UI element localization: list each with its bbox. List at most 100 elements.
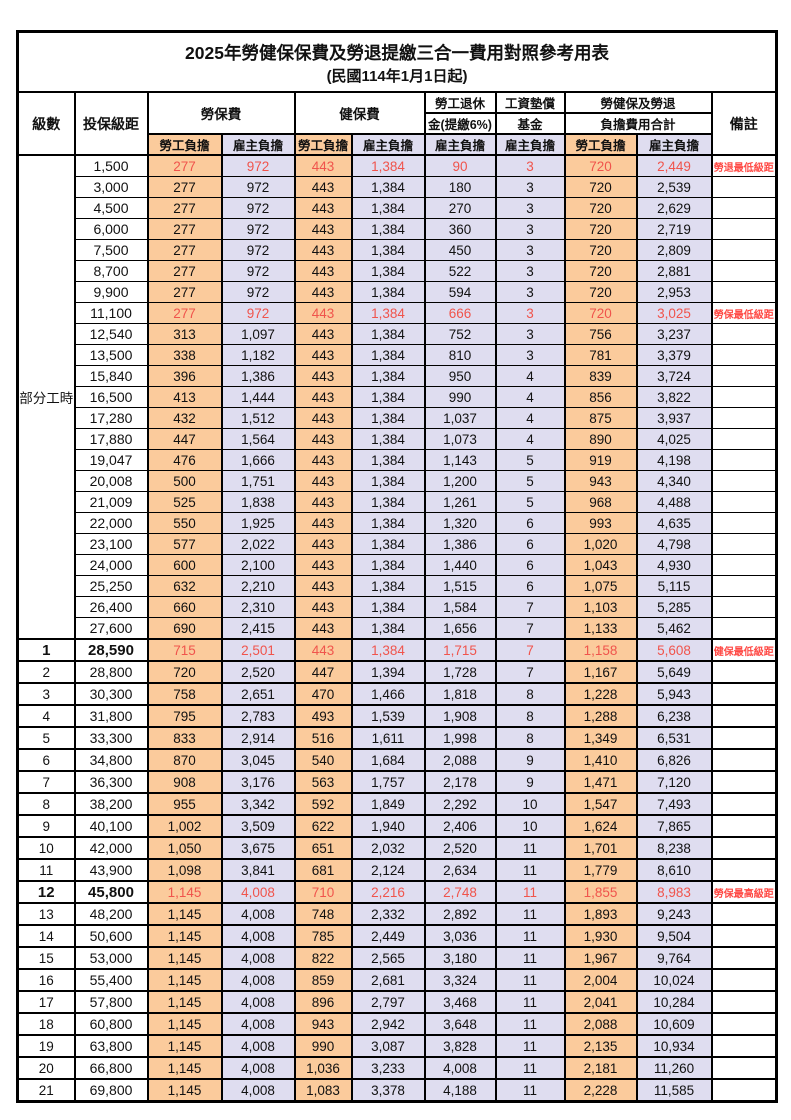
remark-cell: [710, 218, 778, 240]
value-cell: 1,384: [350, 638, 426, 662]
value-cell: 2,892: [423, 902, 497, 926]
value-cell: 9: [494, 748, 566, 772]
remark-cell: [710, 968, 778, 992]
value-cell: 11: [494, 880, 566, 904]
value-cell: 470: [293, 682, 353, 706]
value-cell: 1,967: [563, 946, 638, 970]
value-cell: 443: [293, 197, 353, 219]
value-cell: 2,953: [635, 281, 713, 303]
value-cell: 7: [494, 660, 566, 684]
value-cell: 4,008: [220, 1056, 296, 1080]
remark-cell: [710, 239, 778, 261]
subheader-labor-employee: 勞工負擔: [146, 133, 223, 156]
value-cell: 972: [220, 239, 296, 261]
header-row-2: 金(提繳6%) 基金 負擔費用合計: [18, 112, 777, 135]
value-cell: 1,384: [350, 344, 426, 366]
table-row: 9 40,100 1,002 3,509 622 1,940 2,406 10 1,624 7,8…: [16, 814, 778, 838]
page-subtitle: (民國114年1月1日起): [326, 68, 468, 86]
bracket-cell: 12,540: [73, 323, 149, 345]
value-cell: 4,008: [220, 902, 296, 926]
value-cell: 666: [423, 302, 497, 324]
value-cell: 2,310: [220, 596, 296, 618]
value-cell: 955: [146, 792, 223, 816]
value-cell: 1,384: [350, 197, 426, 219]
level-cell: 10: [16, 836, 76, 860]
value-cell: 1,098: [146, 858, 223, 882]
value-cell: 1,512: [220, 407, 296, 429]
subheader-total-employer: 雇主負擔: [635, 133, 713, 156]
value-cell: 443: [293, 491, 353, 513]
value-cell: 3,378: [350, 1078, 426, 1103]
value-cell: 681: [293, 858, 353, 882]
page-title: 2025年勞健保保費及勞退提繳三合一費用對照參考用表: [185, 43, 609, 64]
bracket-cell: 33,300: [73, 726, 149, 750]
value-cell: 1,386: [220, 365, 296, 387]
value-cell: 2,942: [350, 1012, 426, 1036]
value-cell: 1,384: [350, 554, 426, 576]
value-cell: 550: [146, 512, 223, 534]
value-cell: 443: [293, 449, 353, 471]
value-cell: 4,008: [220, 1078, 296, 1103]
remark-cell: [710, 407, 778, 429]
table-row: 12 45,800 1,145 4,008 710 2,216 2,748 11 1,855 8,…: [16, 880, 778, 904]
value-cell: 2,501: [220, 638, 296, 662]
value-cell: 4,008: [220, 924, 296, 948]
value-cell: 10,024: [635, 968, 713, 992]
value-cell: 1,386: [423, 533, 497, 555]
value-cell: 651: [293, 836, 353, 860]
value-cell: 9,764: [635, 946, 713, 970]
value-cell: 2,809: [635, 239, 713, 261]
value-cell: 748: [293, 902, 353, 926]
table-title-cell: 2025年勞健保保費及勞退提繳三合一費用對照參考用表 (民國114年1月1日起): [16, 30, 778, 93]
value-cell: 277: [146, 197, 223, 219]
remark-cell: [710, 726, 778, 750]
value-cell: 2,041: [563, 990, 638, 1014]
value-cell: 3,045: [220, 748, 296, 772]
value-cell: 1,384: [350, 218, 426, 240]
level-cell: 13: [16, 902, 76, 926]
remark-cell: [710, 1012, 778, 1036]
value-cell: 11: [494, 1012, 566, 1036]
value-cell: 795: [146, 704, 223, 728]
value-cell: 2,651: [220, 682, 296, 706]
value-cell: 3: [494, 323, 566, 345]
col-header-total-line2: 負擔費用合計: [563, 112, 713, 135]
value-cell: 1,908: [423, 704, 497, 728]
value-cell: 950: [423, 365, 497, 387]
value-cell: 4,025: [635, 428, 713, 450]
bracket-cell: 30,300: [73, 682, 149, 706]
value-cell: 1,083: [293, 1078, 353, 1103]
value-cell: 11: [494, 858, 566, 882]
value-cell: 3,675: [220, 836, 296, 860]
value-cell: 1,384: [350, 386, 426, 408]
value-cell: 752: [423, 323, 497, 345]
table-row: 12,540 313 1,097 443 1,384 752 3 756 3,237: [18, 323, 778, 345]
value-cell: 500: [146, 470, 223, 492]
table-row: 21 69,800 1,145 4,008 1,083 3,378 4,188 11 2,228…: [16, 1078, 778, 1103]
value-cell: 4,008: [220, 1034, 296, 1058]
table-row: 17 57,800 1,145 4,008 896 2,797 3,468 11 2,041 10…: [16, 990, 778, 1014]
col-header-remark: 備註: [710, 91, 778, 156]
bracket-cell: 17,280: [73, 407, 149, 429]
value-cell: 7,865: [635, 814, 713, 838]
value-cell: 622: [293, 814, 353, 838]
premium-reference-table: 2025年勞健保保費及勞退提繳三合一費用對照參考用表 (民國114年1月1日起)…: [16, 30, 778, 1103]
bracket-cell: 27,600: [73, 617, 149, 640]
col-header-pension-line1: 勞工退休: [423, 91, 497, 114]
value-cell: 6,826: [635, 748, 713, 772]
value-cell: 2,634: [423, 858, 497, 882]
value-cell: 870: [146, 748, 223, 772]
remark-cell: [710, 575, 778, 597]
table-row: 26,400 660 2,310 443 1,384 1,584 7 1,103 5,285: [18, 596, 778, 618]
value-cell: 9: [494, 770, 566, 794]
bracket-cell: 26,400: [73, 596, 149, 618]
bracket-cell: 20,008: [73, 470, 149, 492]
value-cell: 1,666: [220, 449, 296, 471]
value-cell: 5,285: [635, 596, 713, 618]
value-cell: 1,855: [563, 880, 638, 904]
value-cell: 3,087: [350, 1034, 426, 1058]
subheader-pension-employer: 雇主負擔: [423, 133, 497, 156]
value-cell: 443: [293, 512, 353, 534]
remark-cell: [710, 470, 778, 492]
level-cell: 8: [16, 792, 76, 816]
